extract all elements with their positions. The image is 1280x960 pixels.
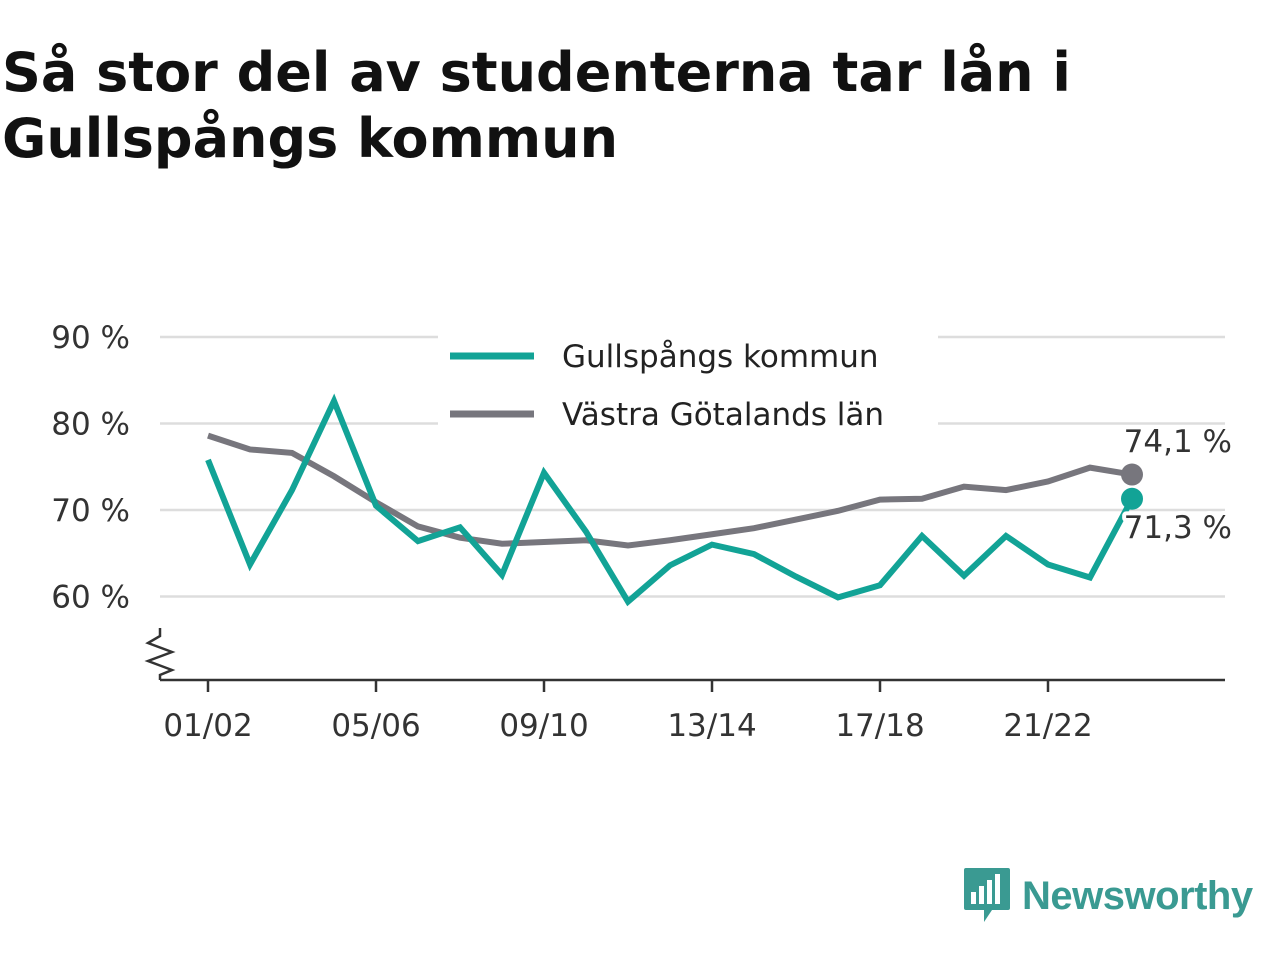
newsworthy-logo: Newsworthy	[962, 864, 1253, 928]
series-lines	[205, 393, 1135, 607]
x-tick-label: 01/02	[163, 708, 252, 744]
legend-background	[438, 325, 938, 437]
x-tick-label: 13/14	[667, 708, 756, 744]
series-line-gullspang	[205, 393, 1135, 607]
end-labels: 74,1 % 71,3 %	[1120, 420, 1236, 550]
end-point-marker	[1121, 487, 1143, 510]
chart-speech-bubble-icon	[964, 868, 1010, 922]
y-tick-label: 60 %	[51, 580, 130, 616]
axis-break-icon	[144, 628, 176, 680]
legend-label: Västra Götalands län	[562, 397, 884, 433]
brand-name: Newsworthy	[1022, 873, 1253, 918]
x-tick-label: 21/22	[1003, 708, 1092, 744]
end-point-marker	[1121, 463, 1143, 486]
legend-label: Gullspångs kommun	[562, 339, 879, 375]
series-line-vastra-gotaland	[207, 432, 1133, 549]
legend: Gullspångs kommun Västra Götalands län	[438, 325, 938, 437]
x-tick-label: 17/18	[835, 708, 924, 744]
chart-title: Så stor del av studenterna tar lån i Gul…	[2, 41, 1071, 170]
x-tick-label: 09/10	[499, 708, 588, 744]
end-label: 71,3 %	[1124, 510, 1232, 546]
y-tick-label: 80 %	[51, 407, 130, 443]
y-tick-label: 70 %	[51, 493, 130, 529]
x-axis: 01/02 05/06 09/10 13/14 17/18 21/22	[160, 678, 1225, 744]
y-axis: 60 % 70 % 80 % 90 %	[51, 320, 176, 680]
x-tick-label: 05/06	[331, 708, 420, 744]
y-tick-label: 90 %	[51, 320, 130, 356]
end-label: 74,1 %	[1124, 424, 1232, 460]
